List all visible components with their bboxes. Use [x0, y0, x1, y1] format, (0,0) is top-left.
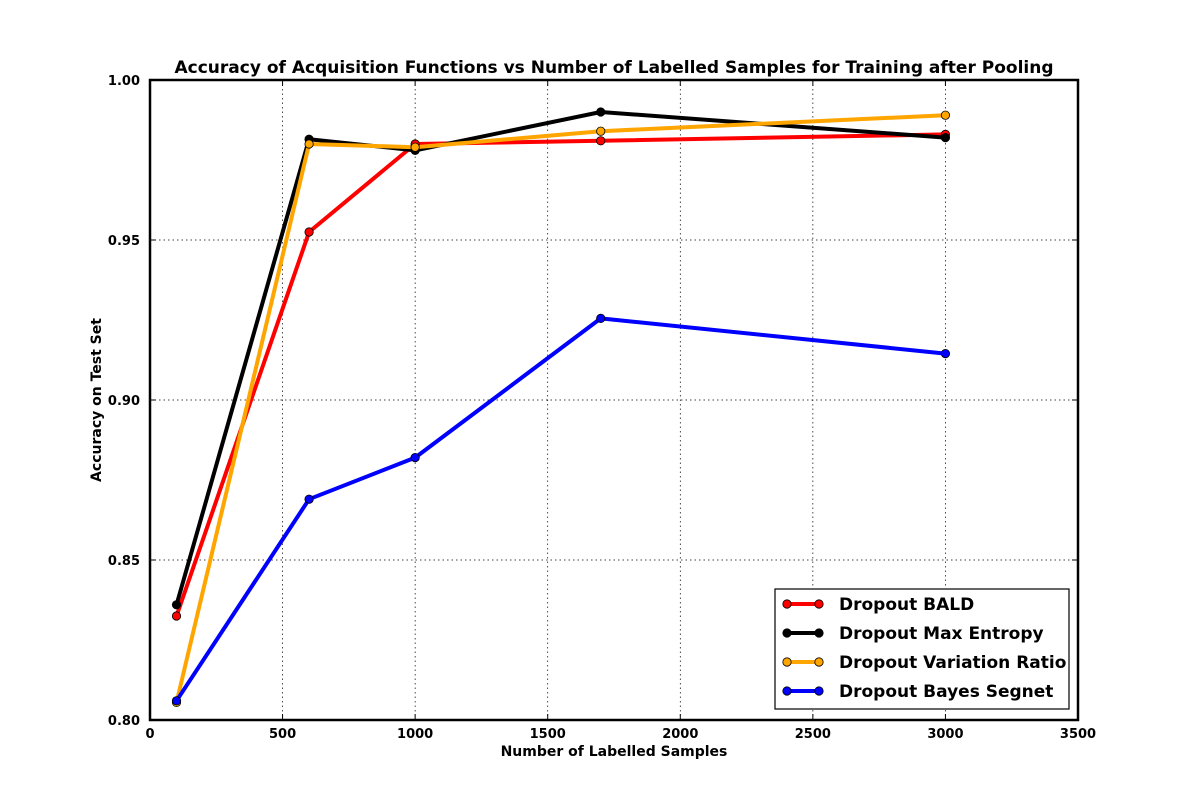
legend: Dropout BALD Dropout Max Entropy Dropout V… — [774, 588, 1070, 710]
legend-swatch-marker-dropout-variation-ratio — [814, 657, 824, 667]
x-tick-label: 500 — [269, 727, 296, 742]
data-point-dropout-bayes-segnet — [171, 696, 182, 706]
data-point-dropout-max-entropy — [940, 133, 951, 143]
y-axis-label: Accuracy on Test Set — [89, 318, 105, 482]
x-tick-label: 3500 — [1060, 727, 1096, 742]
x-axis-ticks: 0 500 1000 1500 2000 2500 3000 3500 — [145, 80, 1096, 742]
legend-label-dropout-bayes-segnet: Dropout Bayes Segnet — [839, 682, 1053, 702]
data-point-dropout-bald — [596, 136, 606, 146]
data-point-dropout-max-entropy — [171, 600, 182, 610]
x-tick-label: 1500 — [530, 727, 566, 742]
legend-swatch-marker-dropout-max-entropy — [782, 628, 792, 638]
x-axis-label: Number of Labelled Samples — [501, 744, 728, 760]
data-point-dropout-bald — [171, 611, 182, 621]
data-point-dropout-variation-ratio — [596, 126, 606, 136]
legend-swatch-marker-dropout-variation-ratio — [782, 657, 792, 667]
y-tick-label: 0.90 — [108, 394, 140, 409]
legend-swatch-marker-dropout-bayes-segnet — [814, 686, 824, 696]
data-point-dropout-variation-ratio — [304, 139, 314, 149]
legend-label-dropout-variation-ratio: Dropout Variation Ratio — [839, 653, 1066, 673]
legend-swatch-marker-dropout-bald — [814, 599, 824, 609]
y-axis-ticks: 0.80 0.85 0.90 0.95 1.00 — [108, 74, 1078, 729]
series-markers — [171, 107, 951, 708]
legend-swatch-marker-dropout-max-entropy — [814, 628, 824, 638]
legend-box — [774, 588, 1070, 710]
x-tick-label: 3000 — [927, 727, 963, 742]
y-tick-label: 1.00 — [108, 74, 140, 89]
legend-swatch-marker-dropout-bayes-segnet — [782, 686, 792, 696]
y-tick-label: 0.85 — [108, 554, 140, 569]
y-tick-label: 0.80 — [108, 714, 140, 729]
data-point-dropout-bayes-segnet — [410, 452, 420, 463]
data-point-dropout-bayes-segnet — [940, 348, 951, 359]
gridlines — [150, 80, 1078, 720]
y-tick-label: 0.95 — [108, 234, 140, 249]
data-point-dropout-bayes-segnet — [304, 494, 314, 504]
x-tick-label: 2000 — [662, 727, 698, 742]
chart-title: Accuracy of Acquisition Functions vs Num… — [175, 58, 1054, 78]
data-point-dropout-variation-ratio — [410, 142, 420, 152]
data-point-dropout-bald — [304, 227, 314, 237]
data-point-dropout-bayes-segnet — [596, 313, 606, 323]
x-tick-label: 0 — [145, 727, 154, 742]
legend-swatch-marker-dropout-bald — [782, 599, 792, 609]
data-point-dropout-variation-ratio — [940, 110, 951, 120]
x-tick-label: 1000 — [397, 727, 433, 742]
legend-label-dropout-max-entropy: Dropout Max Entropy — [839, 624, 1044, 644]
legend-items: Dropout BALD Dropout Max Entropy Dropout V… — [782, 595, 1066, 702]
data-point-dropout-max-entropy — [596, 107, 606, 117]
x-tick-label: 2500 — [795, 727, 831, 742]
legend-label-dropout-bald: Dropout BALD — [839, 595, 974, 615]
